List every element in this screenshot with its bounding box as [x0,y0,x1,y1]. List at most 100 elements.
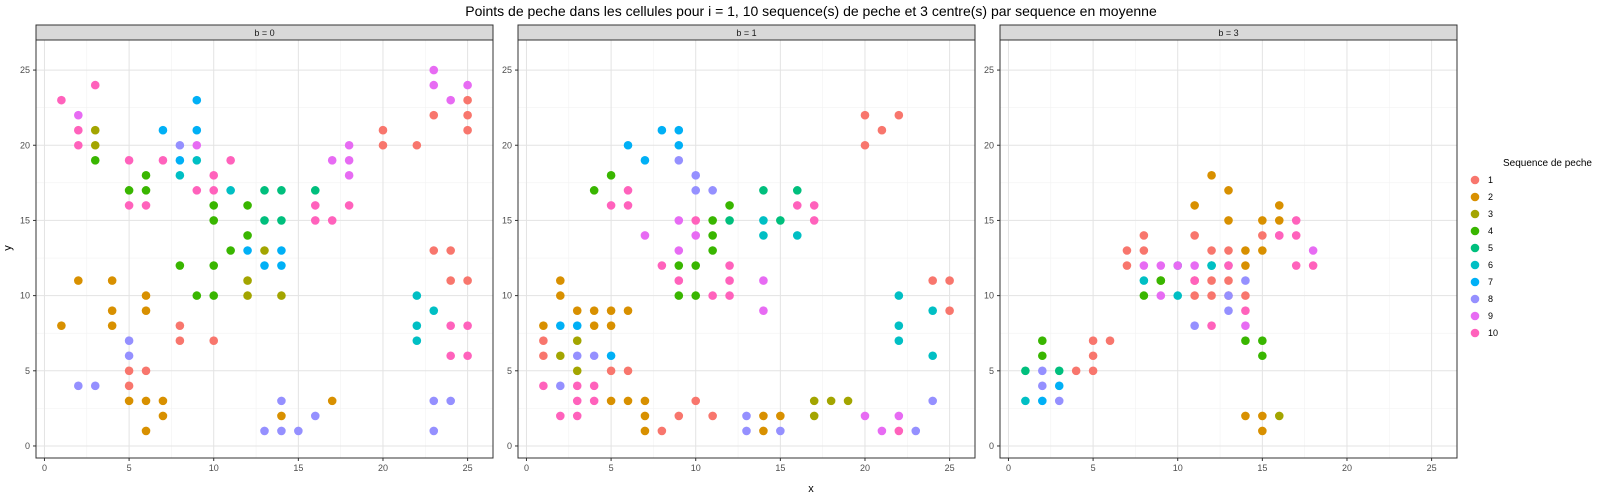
data-point [463,125,472,135]
data-point [1054,381,1064,391]
data-point [792,201,802,210]
data-point [141,186,151,195]
data-point [572,411,582,421]
data-point [1190,231,1199,240]
data-point [446,246,455,255]
data-point [1241,321,1250,330]
data-point [1224,186,1233,195]
data-point [209,171,219,180]
data-point [74,110,83,120]
data-point [809,201,819,210]
data-point [1207,276,1216,285]
data-point [1274,411,1284,421]
y-axis-title: y [2,245,14,251]
data-point [640,231,650,240]
data-point [894,291,904,300]
x-tick-label: 5 [609,463,614,473]
data-point [1291,216,1301,225]
y-tick-label: 0 [989,441,994,451]
data-point [260,246,269,255]
data-point [725,201,734,210]
data-point [310,201,320,210]
data-point [141,171,151,180]
y-tick-label: 20 [20,140,30,150]
data-point [725,216,734,225]
data-point [640,396,650,406]
data-point [606,396,616,406]
data-point [277,261,286,270]
data-point [158,396,168,406]
data-point [1156,291,1166,300]
legend-label: 2 [1488,192,1493,202]
data-point [1156,261,1166,270]
data-point [1021,396,1030,406]
y-tick-label: 15 [502,215,512,225]
data-point [539,351,548,361]
data-point [928,351,937,361]
data-point [911,426,921,436]
data-point [674,140,684,150]
data-point [1190,261,1199,270]
data-point [277,186,286,195]
data-point [260,216,269,225]
legend-label: 8 [1488,294,1493,304]
data-point [429,246,439,255]
data-point [429,80,439,90]
data-point [1258,411,1267,421]
data-point [1291,261,1301,270]
data-point [1071,366,1081,376]
data-point [1038,351,1047,361]
data-point [623,186,633,195]
data-point [412,336,422,346]
data-point [1258,231,1267,240]
data-point [463,110,472,120]
data-point [674,246,684,255]
data-point [556,276,565,285]
data-point [691,216,701,225]
x-tick-label: 20 [860,463,870,473]
data-point [708,411,717,421]
facet-strip-label: b = 1 [736,28,756,38]
data-point [463,80,472,90]
data-point [277,246,286,255]
data-point [1224,261,1233,270]
data-point [141,426,151,436]
x-tick-label: 0 [524,463,529,473]
data-point [606,366,616,376]
data-point [277,291,286,300]
data-point [556,351,565,361]
data-point [124,201,134,210]
data-point [327,216,337,225]
data-point [759,411,768,421]
y-tick-label: 20 [502,140,512,150]
data-point [606,306,616,315]
x-tick-label: 15 [1257,463,1267,473]
data-point [378,140,388,150]
data-point [1088,366,1098,376]
x-tick-label: 15 [293,463,303,473]
data-point [107,321,117,330]
data-point [175,336,185,346]
x-axis-title: x [808,483,814,495]
data-point [928,306,937,315]
data-point [606,171,616,180]
data-point [74,140,83,150]
data-point [124,366,134,376]
data-point [894,336,904,346]
data-point [572,396,582,406]
data-point [192,291,202,300]
data-point [809,216,819,225]
data-point [657,125,667,135]
data-point [759,306,768,315]
data-point [209,201,219,210]
data-point [1258,426,1267,436]
data-point [606,351,616,361]
legend-label: 1 [1488,175,1493,185]
facet-panel: b = 3 0 5 10 15 20 25 0 5 10 15 20 25 [984,24,1458,473]
data-point [1139,276,1149,285]
data-point [1207,246,1216,255]
data-point [894,321,904,330]
data-point [945,306,954,315]
data-point [1308,261,1318,270]
data-point [1156,276,1166,285]
